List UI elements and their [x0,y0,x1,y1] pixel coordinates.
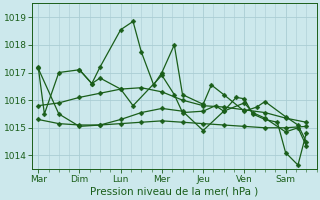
X-axis label: Pression niveau de la mer( hPa ): Pression niveau de la mer( hPa ) [90,187,259,197]
